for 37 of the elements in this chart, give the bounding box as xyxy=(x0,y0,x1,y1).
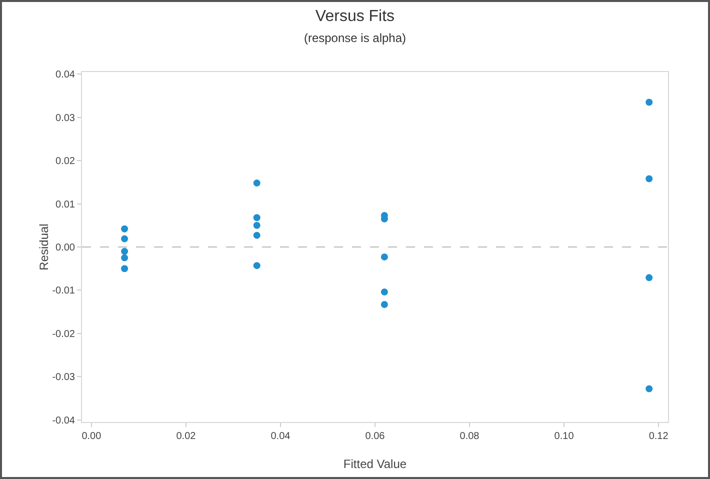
y-tick-label: 0.03 xyxy=(56,112,76,124)
point xyxy=(380,253,388,260)
point xyxy=(253,232,260,239)
y-tick-label: -0.02 xyxy=(52,328,76,340)
point xyxy=(380,288,388,296)
x-tick-label: 0.10 xyxy=(554,431,574,442)
point xyxy=(121,225,128,232)
chart-subtitle: (response is alpha) xyxy=(304,30,406,45)
x-tick-label: 0.06 xyxy=(365,431,386,442)
point xyxy=(121,235,128,242)
y-axis-title: Residual xyxy=(37,224,51,270)
point xyxy=(121,265,128,272)
point xyxy=(253,222,260,229)
point xyxy=(646,98,653,106)
chart-title: Versus Fits xyxy=(315,8,395,25)
y-tick-label: 0.01 xyxy=(56,199,76,210)
x-tick-label: 0.12 xyxy=(648,431,669,442)
point xyxy=(646,274,653,282)
point xyxy=(646,175,653,182)
y-tick-label: -0.03 xyxy=(52,372,76,384)
x-tick-label: 0.04 xyxy=(270,431,291,442)
point xyxy=(253,214,260,222)
point xyxy=(646,385,653,392)
point xyxy=(380,300,388,308)
y-tick-label: -0.04 xyxy=(52,415,76,426)
x-tick-label: 0.00 xyxy=(82,431,102,442)
y-tick-label: 0.02 xyxy=(56,156,76,168)
point xyxy=(121,248,128,255)
x-tick-label: 0.08 xyxy=(460,431,480,442)
y-tick-label: 0.04 xyxy=(56,70,76,81)
point xyxy=(253,180,260,187)
point xyxy=(253,262,260,270)
point xyxy=(121,254,128,262)
x-tick-label: 0.02 xyxy=(176,431,196,442)
x-axis-title: Fitted Value xyxy=(343,457,407,471)
y-tick-label: -0.01 xyxy=(52,286,76,297)
y-tick-label: 0.00 xyxy=(56,242,76,254)
